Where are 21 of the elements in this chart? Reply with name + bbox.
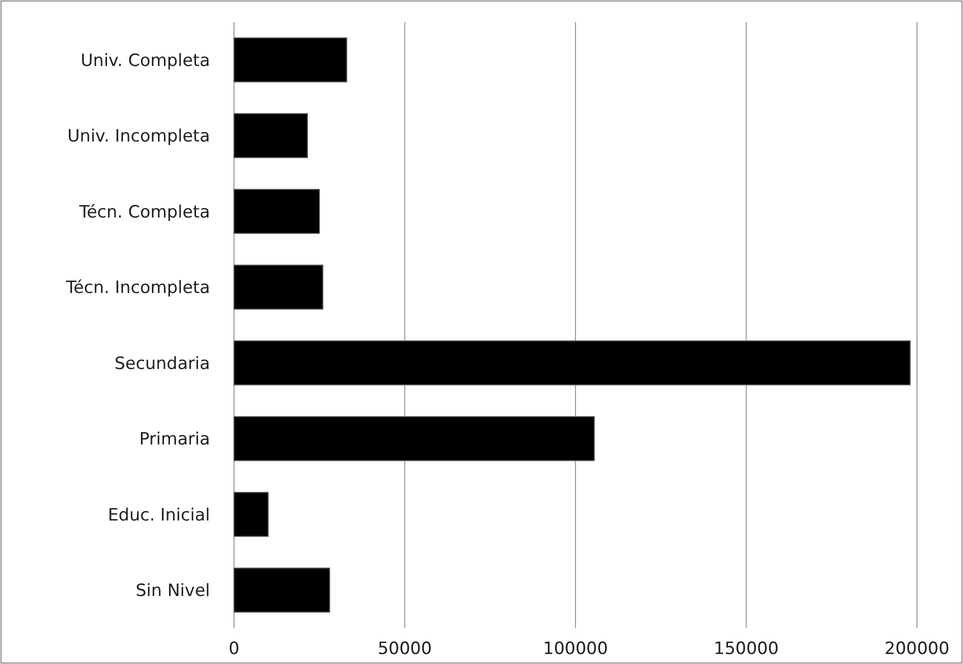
- bar: [234, 340, 911, 386]
- y-tick-label: Educ. Inicial: [108, 505, 210, 526]
- bar: [234, 264, 324, 310]
- x-tick-label: 0: [228, 639, 240, 659]
- x-tick-label: 100000: [543, 639, 608, 659]
- bar: [234, 37, 348, 82]
- y-tick-label: Sin Nivel: [136, 581, 210, 602]
- bar: [234, 568, 330, 613]
- bar: [234, 113, 308, 158]
- bar: [234, 188, 320, 234]
- x-tick-label: 50000: [378, 639, 432, 659]
- y-tick-label: Univ. Completa: [80, 50, 210, 71]
- bar: [234, 492, 269, 537]
- y-tick-label: Técn. Completa: [78, 202, 210, 222]
- y-tick-label: Univ. Incompleta: [67, 126, 210, 147]
- x-tick-label: 200000: [884, 639, 950, 659]
- y-tick-label: Primaria: [139, 430, 210, 450]
- bar: [234, 416, 595, 462]
- y-tick-label: Técn. Incompleta: [64, 278, 210, 298]
- x-tick-label: 150000: [714, 639, 779, 659]
- y-tick-label: Secundaria: [114, 354, 210, 374]
